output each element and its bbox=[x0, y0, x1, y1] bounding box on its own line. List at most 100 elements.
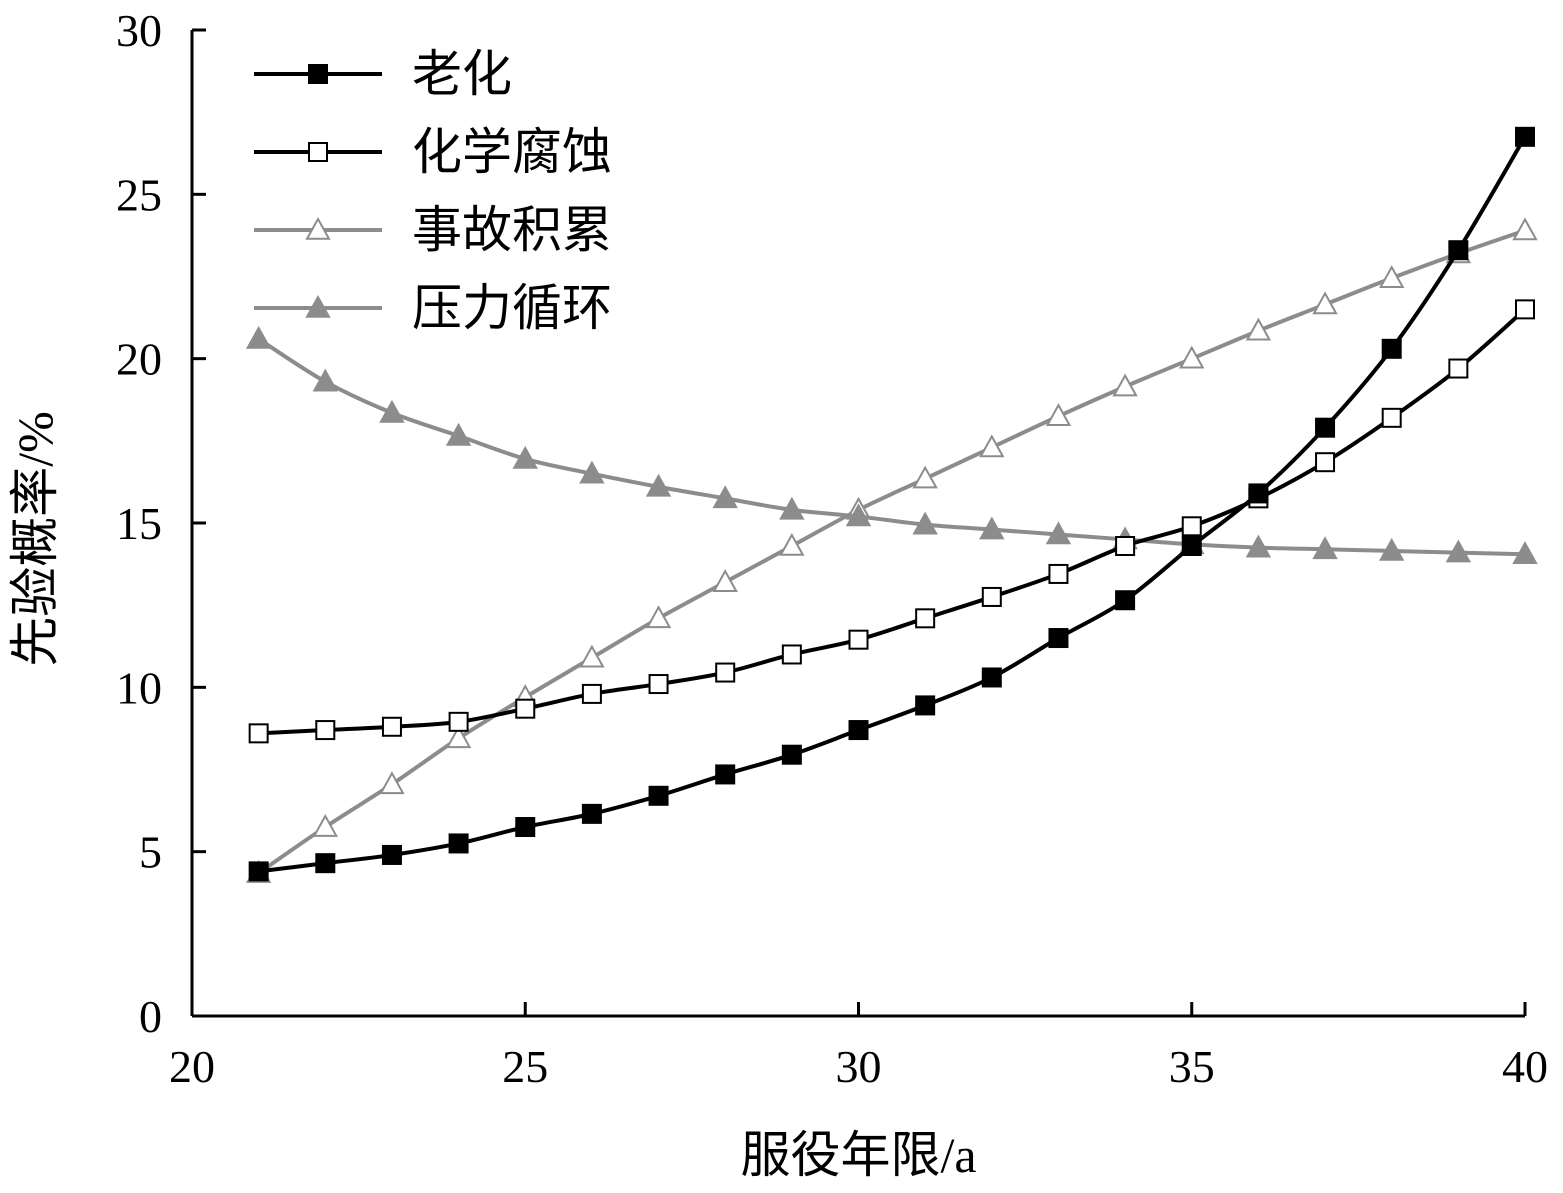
legend-label: 老化 bbox=[412, 46, 512, 102]
legend-marker bbox=[305, 216, 331, 240]
data-point bbox=[1379, 537, 1405, 561]
legend-item: 化学腐蚀 bbox=[254, 124, 612, 180]
data-point bbox=[515, 817, 536, 838]
data-point bbox=[979, 434, 1005, 458]
legend-item: 事故积累 bbox=[254, 202, 612, 258]
legend-marker bbox=[308, 142, 328, 162]
data-point bbox=[1381, 407, 1402, 428]
data-point bbox=[645, 605, 672, 629]
series-layer bbox=[245, 126, 1538, 883]
y-tick-label: 25 bbox=[116, 169, 162, 220]
data-point bbox=[1245, 534, 1272, 558]
data-point bbox=[1379, 265, 1405, 288]
data-point bbox=[579, 644, 605, 668]
data-point bbox=[912, 465, 938, 489]
data-point bbox=[781, 744, 802, 765]
data-point bbox=[381, 844, 402, 865]
data-point bbox=[1312, 536, 1338, 560]
data-point bbox=[312, 368, 338, 392]
data-point bbox=[1515, 126, 1535, 147]
x-tick-label: 20 bbox=[169, 1041, 215, 1092]
data-point bbox=[981, 586, 1002, 607]
data-point bbox=[645, 473, 672, 497]
data-point bbox=[1115, 536, 1136, 557]
data-point bbox=[715, 662, 736, 683]
data-point bbox=[1112, 373, 1138, 397]
data-point bbox=[512, 445, 538, 469]
data-point bbox=[1115, 590, 1136, 611]
data-point bbox=[1448, 240, 1469, 261]
data-point bbox=[248, 861, 269, 882]
y-axis-title: 先验概率/% bbox=[7, 411, 63, 667]
data-point bbox=[379, 399, 405, 423]
data-point bbox=[1512, 541, 1538, 565]
data-point bbox=[1315, 417, 1336, 438]
data-point bbox=[315, 853, 336, 874]
data-point bbox=[848, 629, 869, 650]
data-point bbox=[379, 771, 405, 795]
y-tick-label: 15 bbox=[116, 498, 162, 549]
data-point bbox=[581, 803, 602, 824]
data-point bbox=[845, 503, 872, 527]
data-point bbox=[915, 695, 936, 716]
x-tick-label: 25 bbox=[502, 1041, 548, 1092]
data-point bbox=[1181, 516, 1202, 537]
data-point bbox=[515, 698, 536, 719]
data-point bbox=[1512, 217, 1538, 241]
y-tick-label: 20 bbox=[116, 334, 162, 385]
y-tick-label: 10 bbox=[116, 662, 162, 713]
legend-item: 老化 bbox=[254, 46, 512, 102]
data-point bbox=[712, 485, 738, 509]
legend-label: 事故积累 bbox=[412, 202, 612, 258]
data-point bbox=[912, 511, 938, 535]
data-point bbox=[779, 496, 805, 520]
data-point bbox=[1045, 403, 1072, 426]
data-point bbox=[1181, 536, 1202, 557]
data-point bbox=[848, 720, 869, 741]
data-point bbox=[915, 608, 936, 629]
legend-item: 压力循环 bbox=[254, 280, 612, 336]
data-point bbox=[312, 813, 338, 837]
data-point bbox=[1248, 483, 1269, 504]
legend-label: 压力循环 bbox=[412, 280, 612, 336]
data-point bbox=[1312, 291, 1338, 315]
data-point bbox=[779, 532, 805, 556]
y-tick-label: 5 bbox=[139, 827, 162, 878]
data-point bbox=[315, 720, 336, 741]
x-tick-label: 30 bbox=[836, 1041, 882, 1092]
data-point bbox=[248, 723, 269, 744]
x-axis-title: 服役年限/a bbox=[740, 1127, 976, 1183]
data-point bbox=[781, 644, 802, 665]
data-point bbox=[1381, 338, 1402, 359]
data-point bbox=[648, 785, 669, 806]
data-point bbox=[1448, 358, 1469, 379]
data-point bbox=[1048, 628, 1069, 649]
data-point bbox=[1445, 539, 1472, 563]
data-point bbox=[1245, 317, 1272, 341]
data-point bbox=[715, 764, 736, 785]
legend-label: 化学腐蚀 bbox=[412, 124, 612, 180]
data-point bbox=[979, 516, 1005, 540]
y-tick-label: 30 bbox=[116, 5, 162, 56]
data-point bbox=[245, 325, 272, 349]
data-point bbox=[445, 725, 472, 749]
legend-marker bbox=[305, 294, 331, 318]
x-tick-label: 40 bbox=[1502, 1041, 1548, 1092]
data-point bbox=[579, 460, 605, 484]
data-point bbox=[381, 716, 402, 737]
data-point bbox=[1045, 521, 1072, 545]
data-point bbox=[648, 674, 669, 695]
series-1 bbox=[248, 126, 1535, 882]
data-point bbox=[1179, 345, 1205, 369]
data-point bbox=[581, 683, 602, 704]
data-point bbox=[712, 569, 738, 592]
data-point bbox=[448, 711, 469, 732]
data-point bbox=[981, 667, 1002, 688]
data-point bbox=[445, 422, 472, 446]
y-tick-label: 0 bbox=[139, 991, 162, 1042]
series-line bbox=[257, 337, 1526, 557]
series-3 bbox=[245, 217, 1538, 883]
